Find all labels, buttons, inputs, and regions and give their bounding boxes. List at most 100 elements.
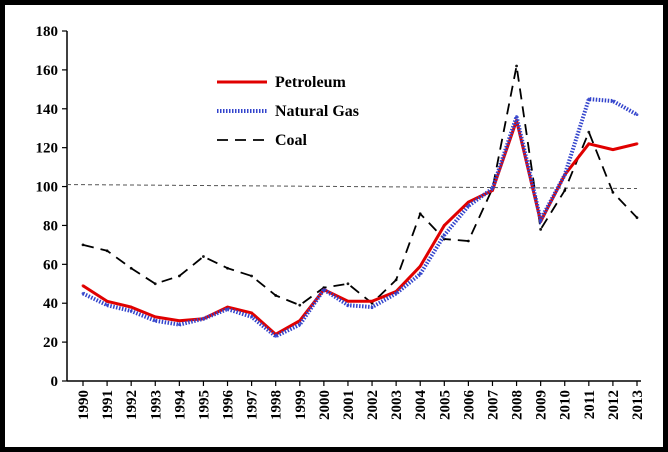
legend-label-coal: Coal	[275, 132, 308, 149]
x-tick-label: 2005	[437, 390, 453, 420]
y-tick-label: 180	[36, 24, 59, 40]
natural-gas-point	[442, 233, 446, 237]
x-tick-label: 2010	[558, 390, 574, 420]
natural-gas-line	[82, 96, 638, 339]
x-tick-label: 1993	[148, 390, 164, 420]
coal-point	[105, 249, 109, 253]
natural-gas-point	[322, 288, 326, 292]
coal-point	[177, 274, 181, 278]
natural-gas-point	[611, 99, 615, 103]
petroleum-point	[611, 148, 615, 152]
legend-label-natural-gas: Natural Gas	[275, 103, 359, 120]
coal-point	[611, 190, 615, 194]
natural-gas-point	[563, 173, 567, 177]
coal-point	[153, 282, 157, 286]
x-tick-label: 2009	[534, 390, 550, 420]
natural-gas-point	[105, 303, 109, 307]
petroleum-point	[153, 315, 157, 319]
natural-gas-point	[177, 323, 181, 327]
coal-point	[539, 227, 543, 231]
line-chart: 0 20 40 60 80 100 120 140 160 180 1990 1991 1992 1993…	[36, 24, 647, 421]
coal-point	[563, 189, 567, 192]
petroleum-point	[250, 311, 254, 315]
x-tick-label: 2002	[365, 390, 381, 420]
coal-point	[202, 255, 205, 258]
coal-point	[298, 303, 302, 307]
petroleum-line	[82, 118, 638, 336]
natural-gas-point	[250, 315, 254, 319]
coal-point	[129, 266, 133, 270]
petroleum-point	[105, 299, 109, 303]
petroleum-point	[298, 319, 302, 323]
natural-gas-point	[635, 113, 639, 117]
natural-gas-point	[298, 323, 302, 327]
natural-gas-point	[466, 204, 470, 208]
x-tick-label: 2012	[606, 390, 622, 420]
coal-point	[81, 243, 85, 247]
natural-gas-point	[274, 334, 278, 338]
natural-gas-point	[153, 319, 157, 323]
x-tick-label: 2000	[317, 390, 333, 420]
coal-point	[226, 266, 229, 270]
petroleum-point	[635, 142, 639, 146]
y-tick-label: 80	[43, 218, 58, 234]
coal-point	[466, 239, 470, 243]
petroleum-point	[466, 200, 470, 204]
x-tick-label: 2007	[485, 390, 501, 421]
petroleum-point	[129, 305, 133, 309]
petroleum-point	[370, 299, 374, 303]
y-tick-label: 160	[36, 63, 59, 79]
petroleum-point	[442, 224, 446, 227]
coal-point	[515, 64, 518, 68]
y-tick-label: 60	[43, 257, 58, 273]
x-tick-label: 2011	[582, 390, 598, 419]
y-tick-label: 0	[51, 374, 59, 390]
natural-gas-point	[418, 272, 422, 276]
coal-point	[274, 294, 278, 297]
coal-point	[418, 212, 422, 216]
x-tick-label: 1991	[100, 390, 116, 420]
x-tick-label: 1990	[76, 390, 92, 420]
x-tick-label: 2001	[341, 390, 357, 420]
natural-gas-point	[394, 292, 398, 295]
natural-gas-point	[587, 97, 591, 101]
reference-line	[66, 184, 638, 190]
x-tick-label: 1998	[269, 390, 285, 420]
coal-point	[587, 130, 591, 134]
natural-gas-point	[515, 115, 518, 118]
y-tick-label: 100	[36, 180, 59, 196]
petroleum-point	[81, 284, 85, 288]
coal-line	[82, 65, 638, 307]
natural-gas-point	[129, 309, 133, 313]
petroleum-point	[177, 319, 181, 323]
x-tick-label: 1992	[124, 390, 140, 420]
coal-point	[394, 278, 398, 282]
x-tick-label: 2006	[461, 390, 477, 421]
natural-gas-point	[491, 187, 494, 190]
x-tick-label: 1999	[293, 390, 309, 420]
natural-gas-point	[202, 317, 205, 321]
x-tick-label: 2013	[630, 390, 646, 420]
coal-point	[346, 282, 350, 286]
natural-gas-point	[370, 305, 374, 309]
natural-gas-point	[346, 303, 350, 307]
y-tick-label: 140	[36, 102, 59, 118]
coal-point	[635, 216, 639, 220]
natural-gas-point	[539, 218, 543, 222]
petroleum-point	[418, 264, 422, 268]
coal-point	[250, 274, 254, 278]
y-tick-label: 40	[43, 296, 58, 312]
y-tick-label: 20	[43, 335, 58, 351]
petroleum-point	[226, 305, 229, 309]
x-tick-label: 1997	[245, 390, 261, 421]
petroleum-point	[587, 142, 591, 146]
legend-label-petroleum: Petroleum	[275, 74, 346, 91]
x-tick-label: 2008	[510, 390, 526, 420]
x-tick-label: 2003	[389, 390, 405, 420]
chart-frame: 0 20 40 60 80 100 120 140 160 180 1990 1991 1992 1993…	[5, 5, 663, 447]
natural-gas-point	[226, 307, 229, 311]
y-tick-label: 120	[36, 141, 59, 157]
x-tick-label: 2004	[413, 390, 429, 421]
petroleum-point	[346, 299, 350, 303]
x-tick-label: 1994	[172, 390, 188, 421]
